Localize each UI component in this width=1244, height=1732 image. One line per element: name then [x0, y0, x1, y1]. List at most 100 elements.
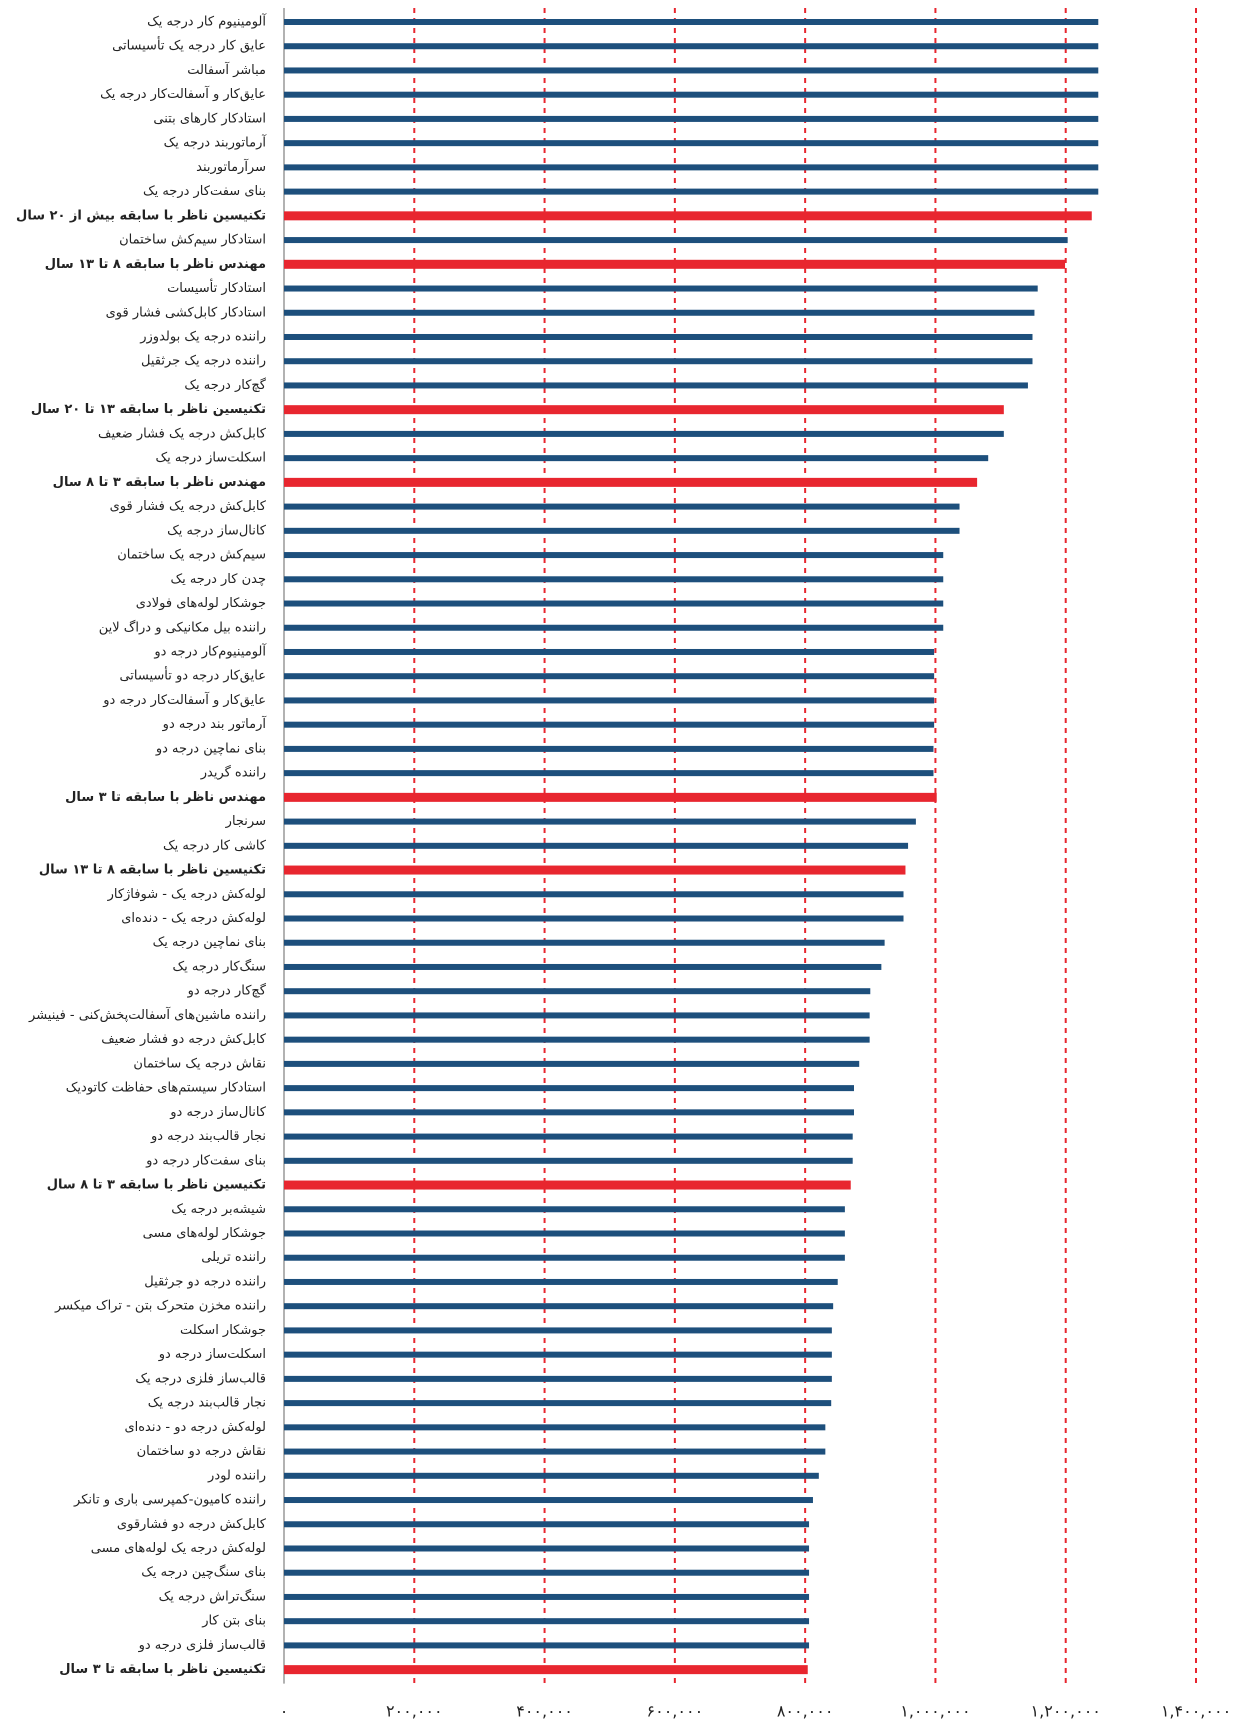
- y-tick-label: بنای سنگ‌چین درجه یک: [141, 1564, 266, 1580]
- bar: [284, 259, 1066, 269]
- bar: [284, 1375, 832, 1382]
- y-tick-label: جوشکار لوله‌های مسی: [143, 1226, 266, 1241]
- bar: [284, 648, 935, 655]
- y-tick-label: بنای سفت‌کار درجه یک: [143, 184, 266, 199]
- y-tick-label: راننده درجه یک جرثقیل: [141, 354, 266, 369]
- y-tick-label: راننده گریدر: [200, 765, 266, 781]
- y-tick-label: عایق‌کار درجه دو تأسیساتی: [119, 666, 266, 684]
- y-tick-label: راننده مخزن متحرک بتن - تراک میکسر: [54, 1299, 266, 1314]
- bar: [284, 1569, 810, 1576]
- bar: [284, 1109, 854, 1116]
- bar: [284, 285, 1038, 292]
- y-tick-label: راننده لودر: [207, 1468, 266, 1483]
- y-tick-label: سرنجار: [225, 814, 266, 829]
- bar: [284, 842, 909, 849]
- y-tick-label: استادکار سیم‌کش ساختمان: [119, 233, 266, 248]
- bar: [284, 455, 989, 462]
- y-tick-label: چدن کار درجه یک: [170, 572, 266, 587]
- y-tick-label: نجار قالب‌بند درجه دو: [150, 1129, 266, 1144]
- bar: [284, 1472, 819, 1479]
- bar: [284, 430, 1004, 437]
- y-tick-label: مهندس ناظر با سابقه تا ۳ سال: [65, 790, 266, 805]
- y-tick-label: آرماتور بند درجه دو: [162, 715, 268, 732]
- bar: [284, 865, 906, 875]
- bar: [284, 115, 1099, 122]
- y-tick-label: سنگ‌کار درجه یک: [173, 958, 266, 974]
- y-tick-label: آلومینیوم‌کار درجه دو: [153, 642, 267, 659]
- y-tick-label: لوله‌کش درجه یک لوله‌های مسی: [91, 1541, 266, 1556]
- y-tick-label: راننده تریلی: [201, 1250, 266, 1265]
- y-tick-label: تکنیسین ناظر با سابقه ۳ تا ۸ سال: [47, 1178, 266, 1193]
- bar: [284, 1012, 870, 1019]
- bar: [284, 140, 1099, 147]
- bar: [284, 1497, 813, 1504]
- bar: [284, 939, 885, 946]
- bar: [284, 333, 1033, 340]
- y-tick-label: گچ‌کار درجه دو: [187, 983, 267, 999]
- y-tick-label: استادکار سیستم‌های حفاظت کاتودیک: [66, 1081, 266, 1096]
- x-tick-label: ۰: [280, 1702, 289, 1721]
- bar: [284, 1593, 810, 1600]
- bar: [284, 43, 1099, 50]
- bar: [284, 792, 937, 802]
- y-tick-label: نجار قالب‌بند درجه یک: [148, 1396, 266, 1411]
- y-tick-label: راننده درجه دو جرثقیل: [144, 1274, 266, 1289]
- y-tick-label: راننده کامیون-کمپرسی باری و تانکر: [73, 1493, 266, 1508]
- bar: [284, 1133, 853, 1140]
- y-tick-label: تکنیسین ناظر با سابقه بیش از ۲۰ سال: [16, 208, 266, 223]
- bar: [284, 477, 978, 487]
- x-tick-label: ۴۰۰,۰۰۰: [516, 1702, 573, 1721]
- y-tick-label: اسکلت‌ساز درجه یک: [156, 451, 266, 466]
- y-tick-label: مباشر آسفالت: [187, 61, 266, 78]
- bar: [284, 1665, 808, 1675]
- bar: [284, 1448, 826, 1455]
- y-tick-label: گچ‌کار درجه یک: [184, 377, 266, 393]
- y-tick-label: بنای سفت‌کار درجه دو: [145, 1153, 266, 1168]
- bar: [284, 382, 1028, 389]
- x-tick-label: ۶۰۰,۰۰۰: [647, 1702, 704, 1721]
- bar: [284, 1230, 845, 1237]
- y-tick-label: راننده بیل مکانیکی و دراگ لاین: [99, 618, 266, 635]
- bar: [284, 818, 916, 825]
- bar: [284, 721, 935, 728]
- bar: [284, 405, 1004, 415]
- y-tick-label: بنای بتن کار: [201, 1614, 266, 1629]
- bar: [284, 988, 871, 995]
- bar: [284, 1254, 845, 1261]
- y-tick-label: مهندس ناظر با سابقه ۳ تا ۸ سال: [53, 475, 266, 490]
- bar: [284, 527, 960, 534]
- bar: [284, 624, 944, 631]
- y-tick-label: استادکار تأسیسات: [167, 278, 266, 296]
- bar: [284, 164, 1099, 171]
- y-tick-label: سنگ‌تراش درجه یک: [159, 1588, 266, 1604]
- y-tick-label: کابل‌کش درجه دو فشار ضعیف: [101, 1032, 267, 1047]
- bar: [284, 503, 960, 510]
- bar: [284, 770, 934, 777]
- x-tick-label: ۱,۰۰۰,۰۰۰: [900, 1702, 970, 1721]
- y-tick-label: سرآرماتوربند: [196, 158, 266, 175]
- y-tick-label: قالب‌ساز فلزی درجه یک: [135, 1371, 266, 1386]
- y-tick-label: عایق کار درجه یک تأسیساتی: [112, 36, 266, 54]
- y-tick-label: کابل‌کش درجه دو فشارقوی: [117, 1517, 267, 1532]
- y-tick-label: مهندس ناظر با سابقه ۸ تا ۱۳ سال: [45, 257, 266, 272]
- bar: [284, 600, 944, 607]
- x-tick-label: ۲۰۰,۰۰۰: [386, 1702, 443, 1721]
- bar: [284, 1060, 860, 1067]
- y-tick-label: نقاش درجه یک ساختمان: [133, 1056, 266, 1071]
- bar: [284, 1278, 838, 1285]
- bar: [284, 1642, 810, 1649]
- bar: [284, 1303, 834, 1310]
- y-tick-label: لوله‌کش درجه یک - شوفاژکار: [107, 887, 266, 902]
- y-tick-label: عایق‌کار و آسفالت‌کار درجه یک: [100, 85, 266, 102]
- y-tick-label: کانال‌ساز درجه یک: [167, 523, 267, 538]
- bar: [284, 309, 1035, 316]
- y-tick-label: لوله‌کش درجه یک - دنده‌ای: [121, 911, 266, 926]
- bar: [284, 19, 1099, 25]
- bar: [284, 1351, 832, 1358]
- y-tick-label: بنای نماچین درجه دو: [155, 741, 266, 756]
- y-tick-label: تکنیسین ناظر با سابقه ۸ تا ۱۳ سال: [39, 863, 266, 878]
- y-tick-label: کابل‌کش درجه یک فشار قوی: [110, 499, 267, 514]
- y-tick-label: عایق‌کار و آسفالت‌کار درجه دو: [102, 691, 266, 708]
- y-tick-label: تکنیسین ناظر با سابقه تا ۳ سال: [59, 1662, 266, 1677]
